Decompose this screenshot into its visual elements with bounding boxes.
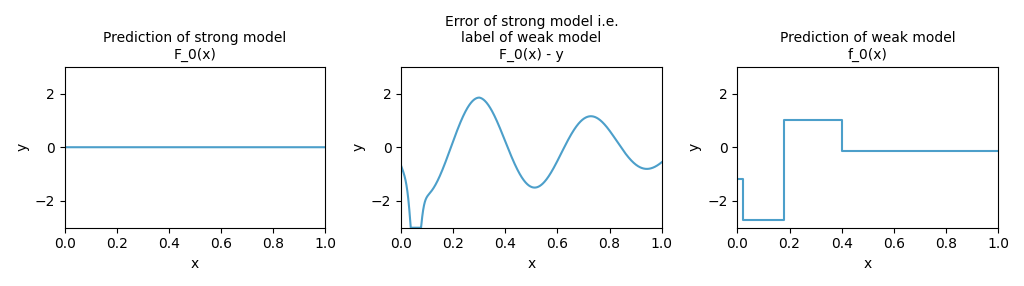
Title: Prediction of weak model
f_0(x): Prediction of weak model f_0(x) bbox=[780, 31, 955, 61]
X-axis label: x: x bbox=[527, 257, 536, 271]
X-axis label: x: x bbox=[863, 257, 871, 271]
Y-axis label: y: y bbox=[15, 143, 29, 151]
X-axis label: x: x bbox=[190, 257, 200, 271]
Y-axis label: y: y bbox=[351, 143, 366, 151]
Title: Error of strong model i.e.
label of weak model
F_0(x) - y: Error of strong model i.e. label of weak… bbox=[444, 15, 618, 61]
Title: Prediction of strong model
F_0(x): Prediction of strong model F_0(x) bbox=[103, 31, 287, 61]
Y-axis label: y: y bbox=[688, 143, 701, 151]
